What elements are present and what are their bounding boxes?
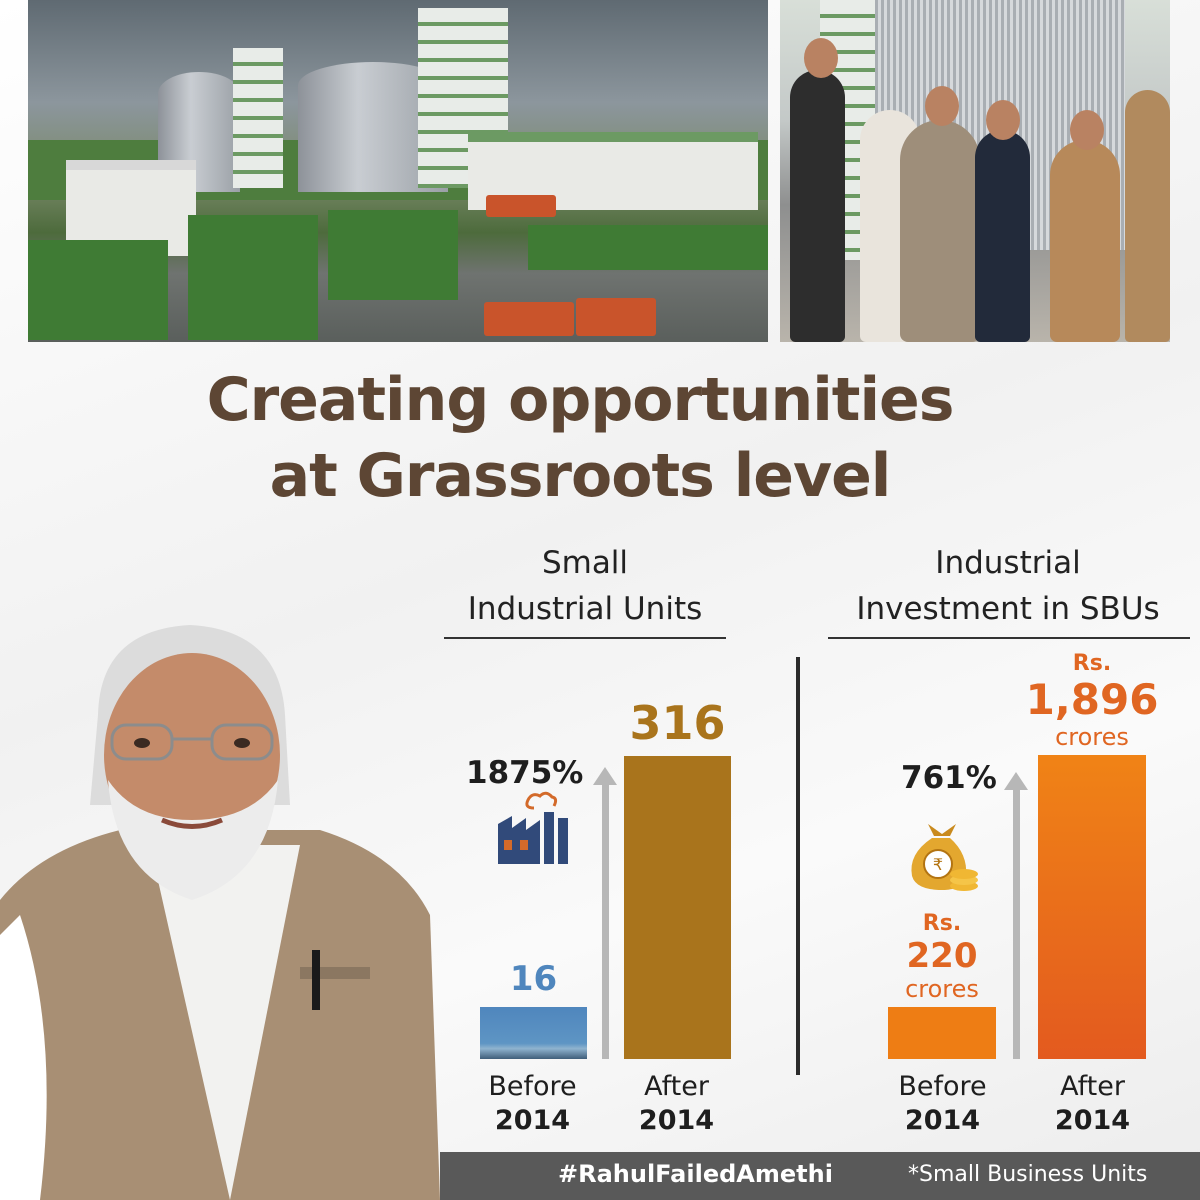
chart-2-value-after-amount: 1,896	[1025, 675, 1159, 724]
chart-2-xlabel-after-year: 2014	[1054, 1105, 1131, 1136]
headline-line-1: Creating opportunities	[206, 365, 955, 435]
chart-2-xlabel-before-year: 2014	[904, 1105, 981, 1136]
chart-2-xlabel-after-word: After	[1060, 1071, 1125, 1102]
chart-1-value-after-2014: 316	[629, 696, 726, 750]
chart-2-xlabel-before: Before 2014	[880, 1070, 1005, 1138]
factory-icon	[498, 791, 568, 864]
chart-1-bar-before-2014	[480, 1007, 587, 1059]
chart-2-bar-before-2014	[888, 1007, 996, 1059]
chart-1-xlabel-after-year: 2014	[638, 1105, 715, 1136]
leader-portrait	[0, 625, 440, 1200]
chart-2-title: Industrial Investment in SBUs	[822, 540, 1194, 632]
chart-1-title-line-2: Industrial Units	[467, 591, 703, 627]
headline-line-2: at Grassroots level	[269, 441, 892, 511]
chart-1-xlabel-before: Before 2014	[470, 1070, 595, 1138]
chart-1-value-before-2014: 16	[509, 959, 558, 999]
chart-2-value-after-2014: Rs. 1,896 crores	[1012, 651, 1172, 751]
chart-2-value-before-suffix: crores	[905, 975, 979, 1003]
chart-2-arrow-shaft	[1013, 789, 1020, 1059]
chart-2-xlabel-after: After 2014	[1030, 1070, 1155, 1138]
footer-footnote: *Small Business Units	[908, 1162, 1148, 1187]
visit-photo	[780, 0, 1170, 342]
chart-2-value-before-prefix: Rs.	[922, 911, 962, 936]
chart-2-growth-label: 761%	[901, 760, 997, 796]
chart-2-title-rule	[828, 637, 1190, 639]
chart-1-xlabel-before-year: 2014	[494, 1105, 571, 1136]
footer-hashtag[interactable]: #RahulFailedAmethi	[558, 1160, 833, 1188]
chart-2-title-line-1: Industrial	[935, 545, 1081, 581]
chart-1-bar-after-2014	[624, 756, 731, 1059]
chart-1-title: Small Industrial Units	[440, 540, 730, 632]
chart-2-xlabel-before-word: Before	[898, 1071, 987, 1102]
chart-divider	[796, 657, 800, 1075]
chart-1-xlabel-after-word: After	[644, 1071, 709, 1102]
chart-2-value-after-prefix: Rs.	[1072, 651, 1112, 676]
svg-text:₹: ₹	[933, 855, 943, 874]
chart-2-up-arrow-icon	[1004, 772, 1028, 790]
chart-2-value-before-amount: 220	[906, 936, 978, 976]
chart-1-xlabel-before-word: Before	[488, 1071, 577, 1102]
footer-bar	[440, 1152, 1200, 1200]
chart-1-arrow-shaft	[602, 784, 609, 1059]
chart-1-title-line-1: Small	[541, 545, 629, 581]
chart-2-title-line-2: Investment in SBUs	[856, 591, 1160, 627]
chart-1-title-rule	[444, 637, 726, 639]
chart-2-value-after-suffix: crores	[1055, 723, 1129, 751]
money-bag-icon: ₹	[911, 824, 978, 891]
factory-aerial-photo	[28, 0, 768, 342]
chart-2-value-before-2014: Rs. 220 crores	[878, 911, 1006, 1003]
chart-1-xlabel-after: After 2014	[614, 1070, 739, 1138]
chart-1-growth-label: 1875%	[466, 755, 584, 791]
chart-2-bar-after-2014	[1038, 755, 1146, 1059]
headline: Creating opportunities at Grassroots lev…	[120, 362, 1040, 514]
chart-1-up-arrow-icon	[593, 767, 617, 785]
